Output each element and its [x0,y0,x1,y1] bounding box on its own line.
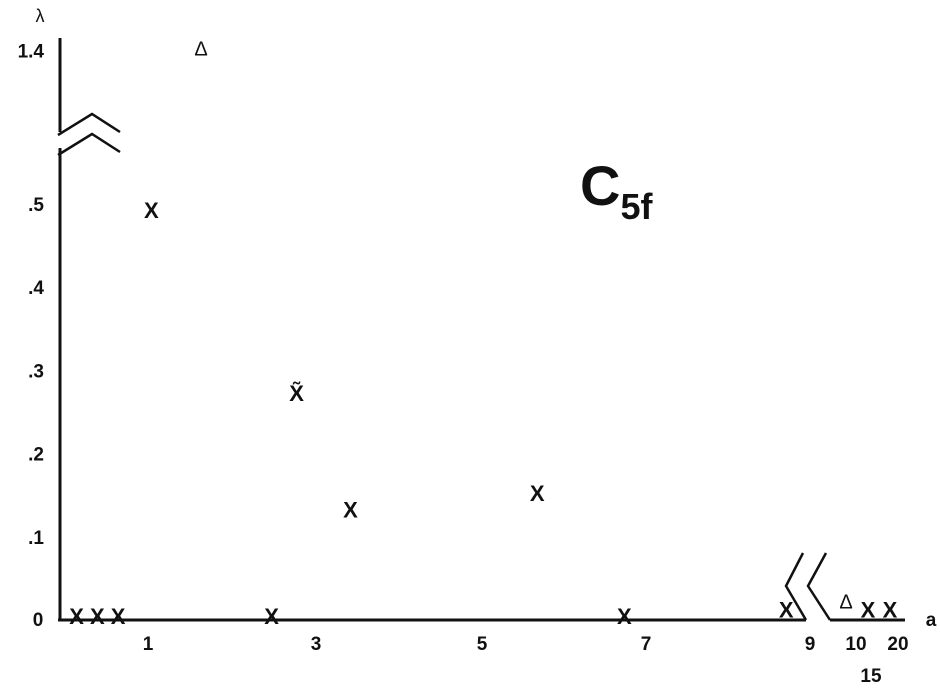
data-point-3: X [144,198,159,223]
chart-title-subscript: 5f [620,186,653,227]
data-point-6: X̃ [289,381,304,406]
y-tick-labels: .1 .2 .3 .4 .5 1.4 [18,41,45,549]
data-point-4: Δ [194,39,207,61]
data-point-7: X [343,498,358,523]
data-point-9: X [617,604,632,629]
x-axis-break [784,552,832,621]
x-tick-label-6: 10 [845,634,866,655]
data-point-0: X [69,604,84,629]
x-break-right-line [806,552,832,621]
data-point-11: Δ [839,592,852,614]
x-axis-label: a [926,610,937,631]
y-tick-label-2: .3 [28,361,44,382]
y-break-lower-line [57,132,121,157]
data-point-10: X [779,597,794,622]
y-tick-label-3: .4 [28,278,44,299]
data-point-12: X [861,597,876,622]
x-tick-label-3: 5 [477,634,488,655]
x-break-left-line [784,552,808,621]
x-tick-label-1: 1 [143,634,154,655]
y-axis-break [57,112,121,157]
data-point-1: X [90,604,105,629]
y-axis-label: λ [36,6,45,26]
data-point-13: X [883,597,898,622]
data-point-2: X [111,604,126,629]
axes [58,38,905,622]
x-tick-label-2: 3 [311,634,322,655]
y-tick-label-5: 1.4 [18,41,45,62]
y-tick-label-1: .2 [28,445,44,466]
data-point-8: X [530,481,545,506]
y-break-upper-line [57,112,121,137]
x-tick-label-4: 7 [641,634,652,655]
x-tick-label-7: 20 [887,634,908,655]
x-tick-label-8: 15 [860,666,882,687]
chart-title-main: C [580,154,620,217]
data-point-5: X [264,604,279,629]
chart-title: C5f [580,154,653,227]
y-tick-label-4: .5 [28,195,44,216]
x-tick-label-0: 0 [33,610,44,631]
y-tick-label-0: .1 [28,528,44,549]
x-tick-label-5: 9 [805,634,816,655]
